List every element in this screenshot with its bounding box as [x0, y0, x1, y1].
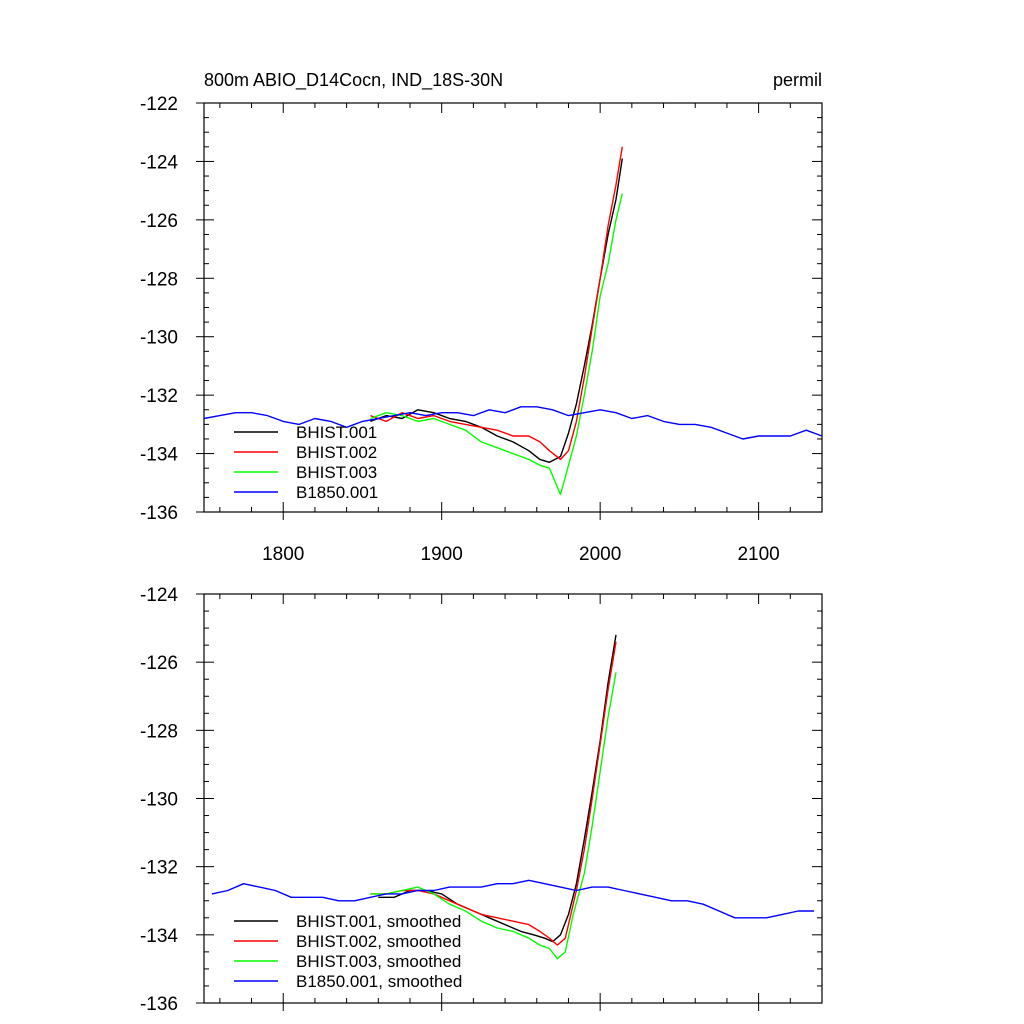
y-tick-label: -136 [140, 994, 178, 1015]
bottom-panel: -124 -126 -128 -130 -132 -134 -136 BHIST.001, s… [140, 585, 823, 1015]
y-tick-label: -130 [140, 790, 178, 811]
series-line-b1850-001 [203, 406, 823, 440]
y-tick-label: -132 [140, 858, 178, 879]
series-line-bhist-001 [370, 158, 623, 463]
chart-title: 800m ABIO_D14Cocn, IND_18S-30N [204, 70, 503, 91]
legend-label: BHIST.002 [296, 443, 377, 462]
y-tick-label: -126 [140, 653, 178, 674]
units-label: permil [773, 70, 822, 90]
y-tick-label: -128 [140, 721, 178, 742]
top-panel: 1800 1900 2000 2100 -122 -124 -126 -128 -130 -132… [140, 94, 823, 565]
y-tick-label: -134 [140, 926, 178, 947]
y-tick-label: -136 [140, 503, 178, 524]
x-tick-label: 1800 [262, 544, 304, 565]
series-line-bhist-002 [370, 146, 623, 461]
series-line-bhist-003-smoothed [370, 672, 617, 960]
legend-label: BHIST.003 [296, 463, 377, 482]
series-line-bhist-002-smoothed [370, 641, 617, 946]
legend-label: BHIST.001, smoothed [296, 912, 461, 931]
legend-label: B1850.001, smoothed [296, 972, 462, 991]
y-tick-label: -126 [140, 211, 178, 232]
y-tick-label: -132 [140, 386, 178, 407]
y-tick-label: -124 [140, 585, 178, 606]
legend-label: B1850.001 [296, 483, 378, 502]
y-tick-label: -122 [140, 94, 178, 115]
legend-label: BHIST.001 [296, 423, 377, 442]
series-line-b1850-001-smoothed [211, 879, 815, 919]
y-tick-label: -134 [140, 445, 178, 466]
x-tick-label: 1900 [421, 544, 463, 565]
y-tick-label: -130 [140, 328, 178, 349]
x-tick-label: 2100 [737, 544, 779, 565]
legend-label: BHIST.002, smoothed [296, 932, 461, 951]
series-line-bhist-003 [370, 193, 623, 496]
legend-label: BHIST.003, smoothed [296, 952, 461, 971]
x-tick-label: 2000 [579, 544, 621, 565]
series-line-bhist-001-smoothed [378, 634, 617, 943]
y-tick-label: -124 [140, 152, 178, 173]
y-tick-label: -128 [140, 269, 178, 290]
